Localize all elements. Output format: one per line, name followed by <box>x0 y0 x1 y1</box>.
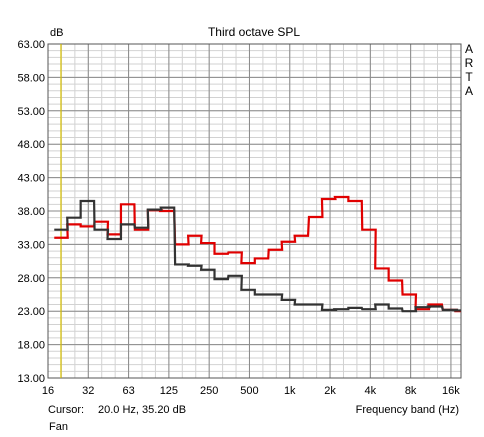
x-tick-label: 1k <box>284 385 296 397</box>
x-tick-label: 4k <box>365 385 377 397</box>
side-label-t: T <box>465 70 473 84</box>
side-label-r: R <box>465 56 474 70</box>
side-label-a1: A <box>465 42 473 56</box>
x-tick-label: 500 <box>240 385 258 397</box>
major-grid <box>47 43 461 379</box>
x-tick-label: 125 <box>160 385 178 397</box>
y-tick-label: 63.00 <box>17 39 45 51</box>
plot-frame <box>47 43 462 379</box>
y-tick-label: 58.00 <box>17 72 45 84</box>
measurement-name: Fan <box>49 421 68 433</box>
cursor-readout: 20.0 Hz, 35.20 dB <box>98 404 186 416</box>
series-layer <box>54 195 461 313</box>
y-tick-label: 33.00 <box>17 239 45 251</box>
x-tick-label: 63 <box>122 385 134 397</box>
y-tick-label: 43.00 <box>17 173 45 185</box>
y-tick-label: 23.00 <box>17 306 45 318</box>
x-axis-label: Frequency band (Hz) <box>356 404 459 416</box>
y-tick-label: 53.00 <box>17 106 45 118</box>
y-tick-label: 38.00 <box>17 206 45 218</box>
x-tick-label: 16k <box>442 385 460 397</box>
y-tick-label: 28.00 <box>17 273 45 285</box>
x-tick-label: 250 <box>200 385 218 397</box>
y-tick-label: 18.00 <box>17 340 45 352</box>
y-tick-label: 13.00 <box>17 373 45 385</box>
y-tick-labels: 63.00 58.00 53.00 48.00 43.00 38.00 33.00 28.00… <box>17 39 45 385</box>
x-tick-label: 16 <box>42 385 54 397</box>
x-tick-label: 8k <box>405 385 417 397</box>
x-tick-label: 2k <box>324 385 336 397</box>
cursor-label: Cursor: <box>48 404 84 416</box>
x-tick-label: 32 <box>82 385 94 397</box>
series-line-2 <box>54 199 461 313</box>
chart-title: Third octave SPL <box>208 25 300 39</box>
y-axis-unit: dB <box>50 27 63 39</box>
series-line-1 <box>54 195 461 313</box>
x-tick-labels: 16 32 63 125 250 500 1k 2k 4k 8k 16k <box>42 385 460 397</box>
y-tick-label: 48.00 <box>17 139 45 151</box>
side-label-a2: A <box>465 84 473 98</box>
